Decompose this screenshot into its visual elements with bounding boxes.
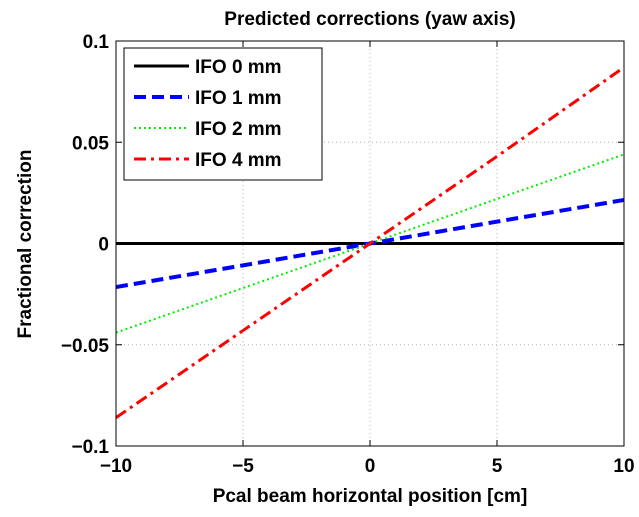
legend-label-ifo-0-mm: IFO 0 mm [195,57,282,78]
x-tick-label: 10 [613,456,634,477]
legend: IFO 0 mm IFO 1 mm IFO 2 mm IFO 4 mm [123,47,323,181]
y-tick-label: −0.05 [61,336,110,357]
x-tick-label: −10 [100,456,132,477]
y-tick-label: 0.05 [72,133,109,154]
legend-label-ifo-2-mm: IFO 2 mm [195,119,282,140]
x-tick-label: −5 [232,456,254,477]
y-tick-label: 0 [98,235,109,256]
y-tick-label: 0.1 [83,32,110,53]
x-tick-label: 5 [492,456,503,477]
y-axis-label: Fractional correction [15,150,36,339]
x-axis-label: Pcal beam horizontal position [cm] [213,486,528,507]
y-tick-label: −0.1 [71,437,109,458]
legend-label-ifo-1-mm: IFO 1 mm [195,88,282,109]
series-line-ifo-4-mm [115,66,625,419]
legend-label-ifo-4-mm: IFO 4 mm [195,150,282,171]
x-tick-label: 0 [365,456,376,477]
axis-ticks: −10 −5 0 5 10 −0.1 −0.05 0 0.05 0.1 [61,32,635,477]
chart-title: Predicted corrections (yaw axis) [224,9,515,30]
legend-box [123,47,323,181]
series-lines [115,66,625,419]
